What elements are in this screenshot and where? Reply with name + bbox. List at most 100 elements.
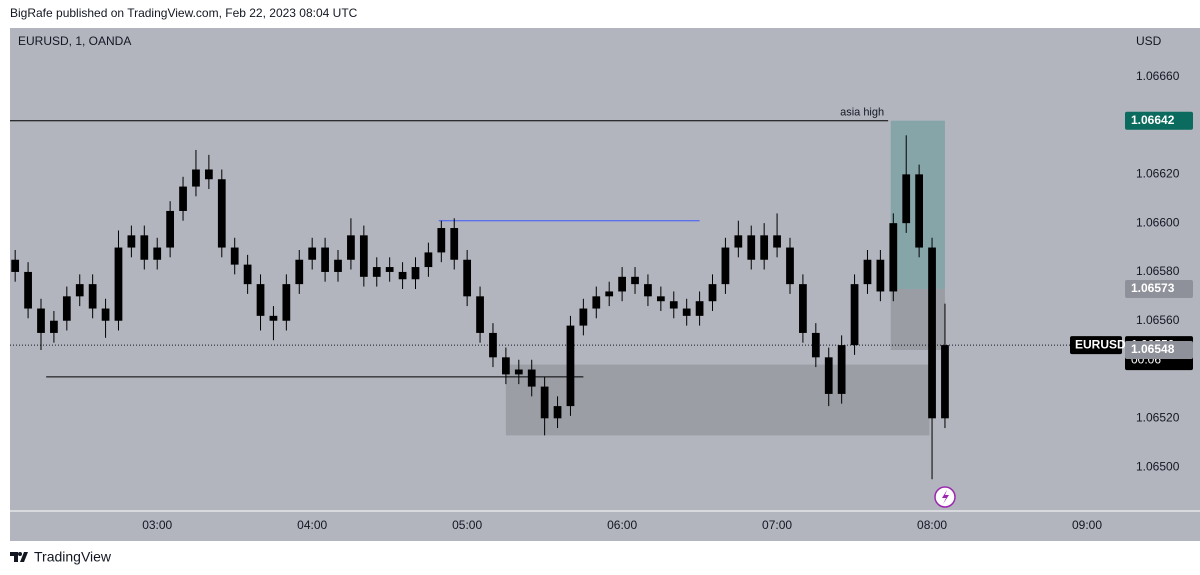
candle-body [308, 247, 317, 260]
candle-body [166, 210, 175, 248]
symbol-title: EURUSD, 1, OANDA [18, 34, 131, 48]
candle-body [863, 259, 872, 285]
candle-body [721, 247, 730, 285]
candle-body [269, 315, 278, 321]
candle-body [347, 235, 355, 260]
candle-body [243, 264, 252, 285]
candle-body [424, 252, 433, 268]
candle-body [786, 247, 794, 285]
candle-body [24, 271, 32, 309]
candle-body [618, 276, 626, 292]
candle-body [489, 332, 497, 358]
candle-body [321, 247, 329, 272]
candle-body [799, 284, 807, 333]
candle-body [385, 267, 394, 272]
line-label: asia high [840, 107, 884, 119]
candle-body [644, 284, 652, 297]
price-badge [1125, 341, 1193, 359]
price-axis-background [1118, 28, 1200, 511]
candle-body [656, 296, 665, 302]
plot-background [10, 28, 1118, 511]
x-tick-label: 07:00 [762, 518, 792, 532]
price-badge-text: 1.06548 [1131, 342, 1175, 356]
x-tick-label: 05:00 [452, 518, 482, 532]
candle-body [553, 406, 562, 419]
candle-body [773, 235, 781, 248]
candle-body [50, 320, 58, 333]
price-badge-text: 1.06573 [1131, 281, 1175, 295]
x-tick-label: 03:00 [142, 518, 172, 532]
currency-label: USD [1136, 34, 1162, 48]
candle-body [747, 235, 756, 260]
candle-body [760, 235, 769, 260]
candle-body [669, 301, 678, 309]
candle-body [540, 386, 549, 419]
candle-body [902, 174, 911, 224]
footer-brand: TradingView [34, 549, 112, 565]
y-tick-label: 1.06500 [1136, 459, 1180, 473]
candle-body [734, 235, 743, 248]
candle-body [217, 179, 226, 248]
candle-body [114, 247, 123, 321]
candle-body [411, 267, 420, 280]
candle-body [579, 308, 588, 326]
y-tick-label: 1.06600 [1136, 215, 1180, 229]
candle-body [334, 259, 342, 272]
candle-body [708, 284, 717, 302]
y-tick-label: 1.06620 [1136, 167, 1180, 181]
candle-body [140, 235, 149, 260]
candle-body [476, 296, 484, 333]
candle-body [527, 369, 536, 387]
candle-body [204, 169, 213, 180]
publish-header: BigRafe published on TradingView.com, Fe… [10, 6, 358, 20]
candle-body [398, 271, 407, 280]
y-tick-label: 1.06660 [1136, 69, 1180, 83]
x-tick-label: 09:00 [1072, 518, 1102, 532]
candle-body [88, 284, 97, 309]
price-badge [1125, 280, 1193, 299]
candle-body [437, 228, 446, 253]
candle-body [631, 276, 639, 285]
x-tick-label: 04:00 [297, 518, 327, 532]
candle-body [359, 235, 368, 277]
candle-body [605, 291, 614, 297]
candle-body [127, 235, 136, 248]
zone [890, 289, 945, 350]
candle-body [295, 259, 304, 285]
symbol-badge [1070, 336, 1122, 355]
candle-body [282, 284, 291, 321]
candle-body [62, 296, 71, 321]
y-tick-label: 1.06580 [1136, 264, 1180, 278]
candle-body [889, 223, 898, 292]
candle-body [837, 345, 846, 394]
candle-body [941, 345, 949, 419]
time-axis-background [10, 511, 1200, 541]
candle-body [682, 308, 691, 316]
x-tick-label: 06:00 [607, 518, 637, 532]
candle-body [230, 247, 239, 265]
candle-body [592, 296, 601, 309]
candle-body [75, 284, 84, 297]
replay-icon [934, 486, 956, 508]
candle-body [37, 308, 45, 333]
candle-body [824, 357, 833, 394]
candle-body [153, 247, 162, 260]
price-badge [1125, 111, 1193, 130]
candle-body [179, 186, 187, 211]
candle-body [450, 228, 459, 260]
candle-body [502, 357, 510, 375]
candle-body [256, 284, 265, 316]
candle-body [850, 284, 859, 346]
candle-body [514, 369, 523, 375]
candle-body [101, 308, 110, 321]
price-badge-text: 1.06642 [1131, 113, 1175, 127]
candle-body [372, 267, 381, 277]
symbol-badge-text: EURUSD [1075, 337, 1126, 351]
x-tick-label: 08:00 [917, 518, 947, 532]
y-tick-label: 1.06560 [1136, 313, 1180, 327]
candle-body [11, 259, 20, 272]
candle-body [463, 259, 472, 297]
candle-body [811, 332, 820, 358]
